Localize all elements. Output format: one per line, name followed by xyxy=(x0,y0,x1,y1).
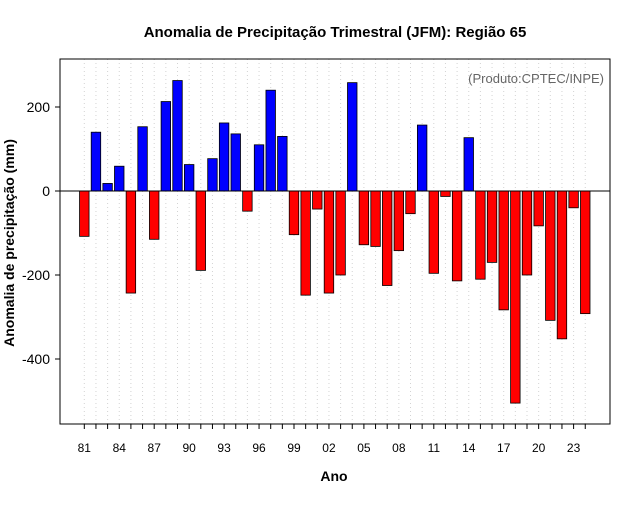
bar-1990 xyxy=(183,164,195,192)
x-tick-label: 20 xyxy=(532,441,546,455)
bar-2002 xyxy=(323,190,335,294)
bar-1989 xyxy=(172,80,183,192)
bar-1999 xyxy=(288,190,300,236)
bar-2000 xyxy=(300,190,311,296)
bar-2009 xyxy=(405,190,416,215)
bar-1992 xyxy=(207,158,218,192)
bar-2014 xyxy=(463,137,474,192)
bar-2023 xyxy=(568,190,579,209)
x-tick-label: 14 xyxy=(462,441,476,455)
bar-1996 xyxy=(253,144,265,192)
x-axis-label: Ano xyxy=(320,468,347,484)
bar-1987 xyxy=(149,190,160,240)
x-tick-label: 87 xyxy=(148,441,162,455)
x-tick-label: 02 xyxy=(322,441,336,455)
bar-2019 xyxy=(521,190,533,276)
x-tick-label: 05 xyxy=(357,441,371,455)
bar-2017 xyxy=(498,190,509,311)
bar-2016 xyxy=(486,190,498,263)
bar-2020 xyxy=(533,190,544,227)
bar-1988 xyxy=(160,101,172,192)
x-tick-label: 81 xyxy=(78,441,92,455)
x-tick-label: 93 xyxy=(217,441,231,455)
bar-2004 xyxy=(347,82,358,192)
plot-frame xyxy=(59,58,611,425)
bar-2012 xyxy=(440,190,451,197)
bar-2007 xyxy=(382,190,393,286)
bar-1994 xyxy=(230,133,241,192)
bar-2010 xyxy=(416,124,428,192)
bar-1983 xyxy=(102,183,113,192)
bar-2006 xyxy=(370,190,381,247)
x-tick-label: 17 xyxy=(497,441,511,455)
bar-1998 xyxy=(277,135,288,192)
y-axis: 200 0 -200 -400 xyxy=(22,99,60,367)
x-tick-label: 90 xyxy=(182,441,196,455)
bar-2024 xyxy=(580,190,591,315)
y-tick-label: -200 xyxy=(22,267,50,283)
y-tick-label: 200 xyxy=(27,99,51,115)
bar-2018 xyxy=(510,190,521,404)
bar-2008 xyxy=(393,190,405,252)
bar-1991 xyxy=(195,190,206,271)
credit-text: (Produto:CPTEC/INPE) xyxy=(468,71,604,86)
y-axis-label: Anomalia de precipitação (mm) xyxy=(1,139,17,347)
bar-2011 xyxy=(428,190,439,274)
bar-2022 xyxy=(556,190,568,340)
bar-1984 xyxy=(114,165,125,192)
bar-1997 xyxy=(265,89,276,192)
x-tick-label: 99 xyxy=(287,441,301,455)
bars xyxy=(79,80,591,404)
bar-1986 xyxy=(137,126,148,192)
y-tick-label: -400 xyxy=(22,351,50,367)
x-tick-label: 08 xyxy=(392,441,406,455)
x-tick-label: 84 xyxy=(113,441,127,455)
y-tick-label: 0 xyxy=(42,183,50,199)
chart-title: Anomalia de Precipitação Trimestral (JFM… xyxy=(144,24,527,41)
bar-2021 xyxy=(545,190,556,321)
bar-1981 xyxy=(79,190,90,237)
x-tick-label: 96 xyxy=(252,441,266,455)
bar-2001 xyxy=(312,190,323,210)
bar-2005 xyxy=(358,190,370,246)
bar-1995 xyxy=(242,190,253,212)
bar-2015 xyxy=(475,190,486,280)
bar-2003 xyxy=(335,190,346,276)
x-tick-label: 11 xyxy=(428,441,441,455)
x-tick-label: 23 xyxy=(567,441,581,455)
bar-1993 xyxy=(218,122,230,192)
bar-1985 xyxy=(125,190,137,294)
x-axis: 81 84 87 90 93 96 99 02 05 08 11 14 17 20 23 xyxy=(78,424,586,455)
bar-1982 xyxy=(90,131,102,192)
bar-2013 xyxy=(451,190,463,282)
